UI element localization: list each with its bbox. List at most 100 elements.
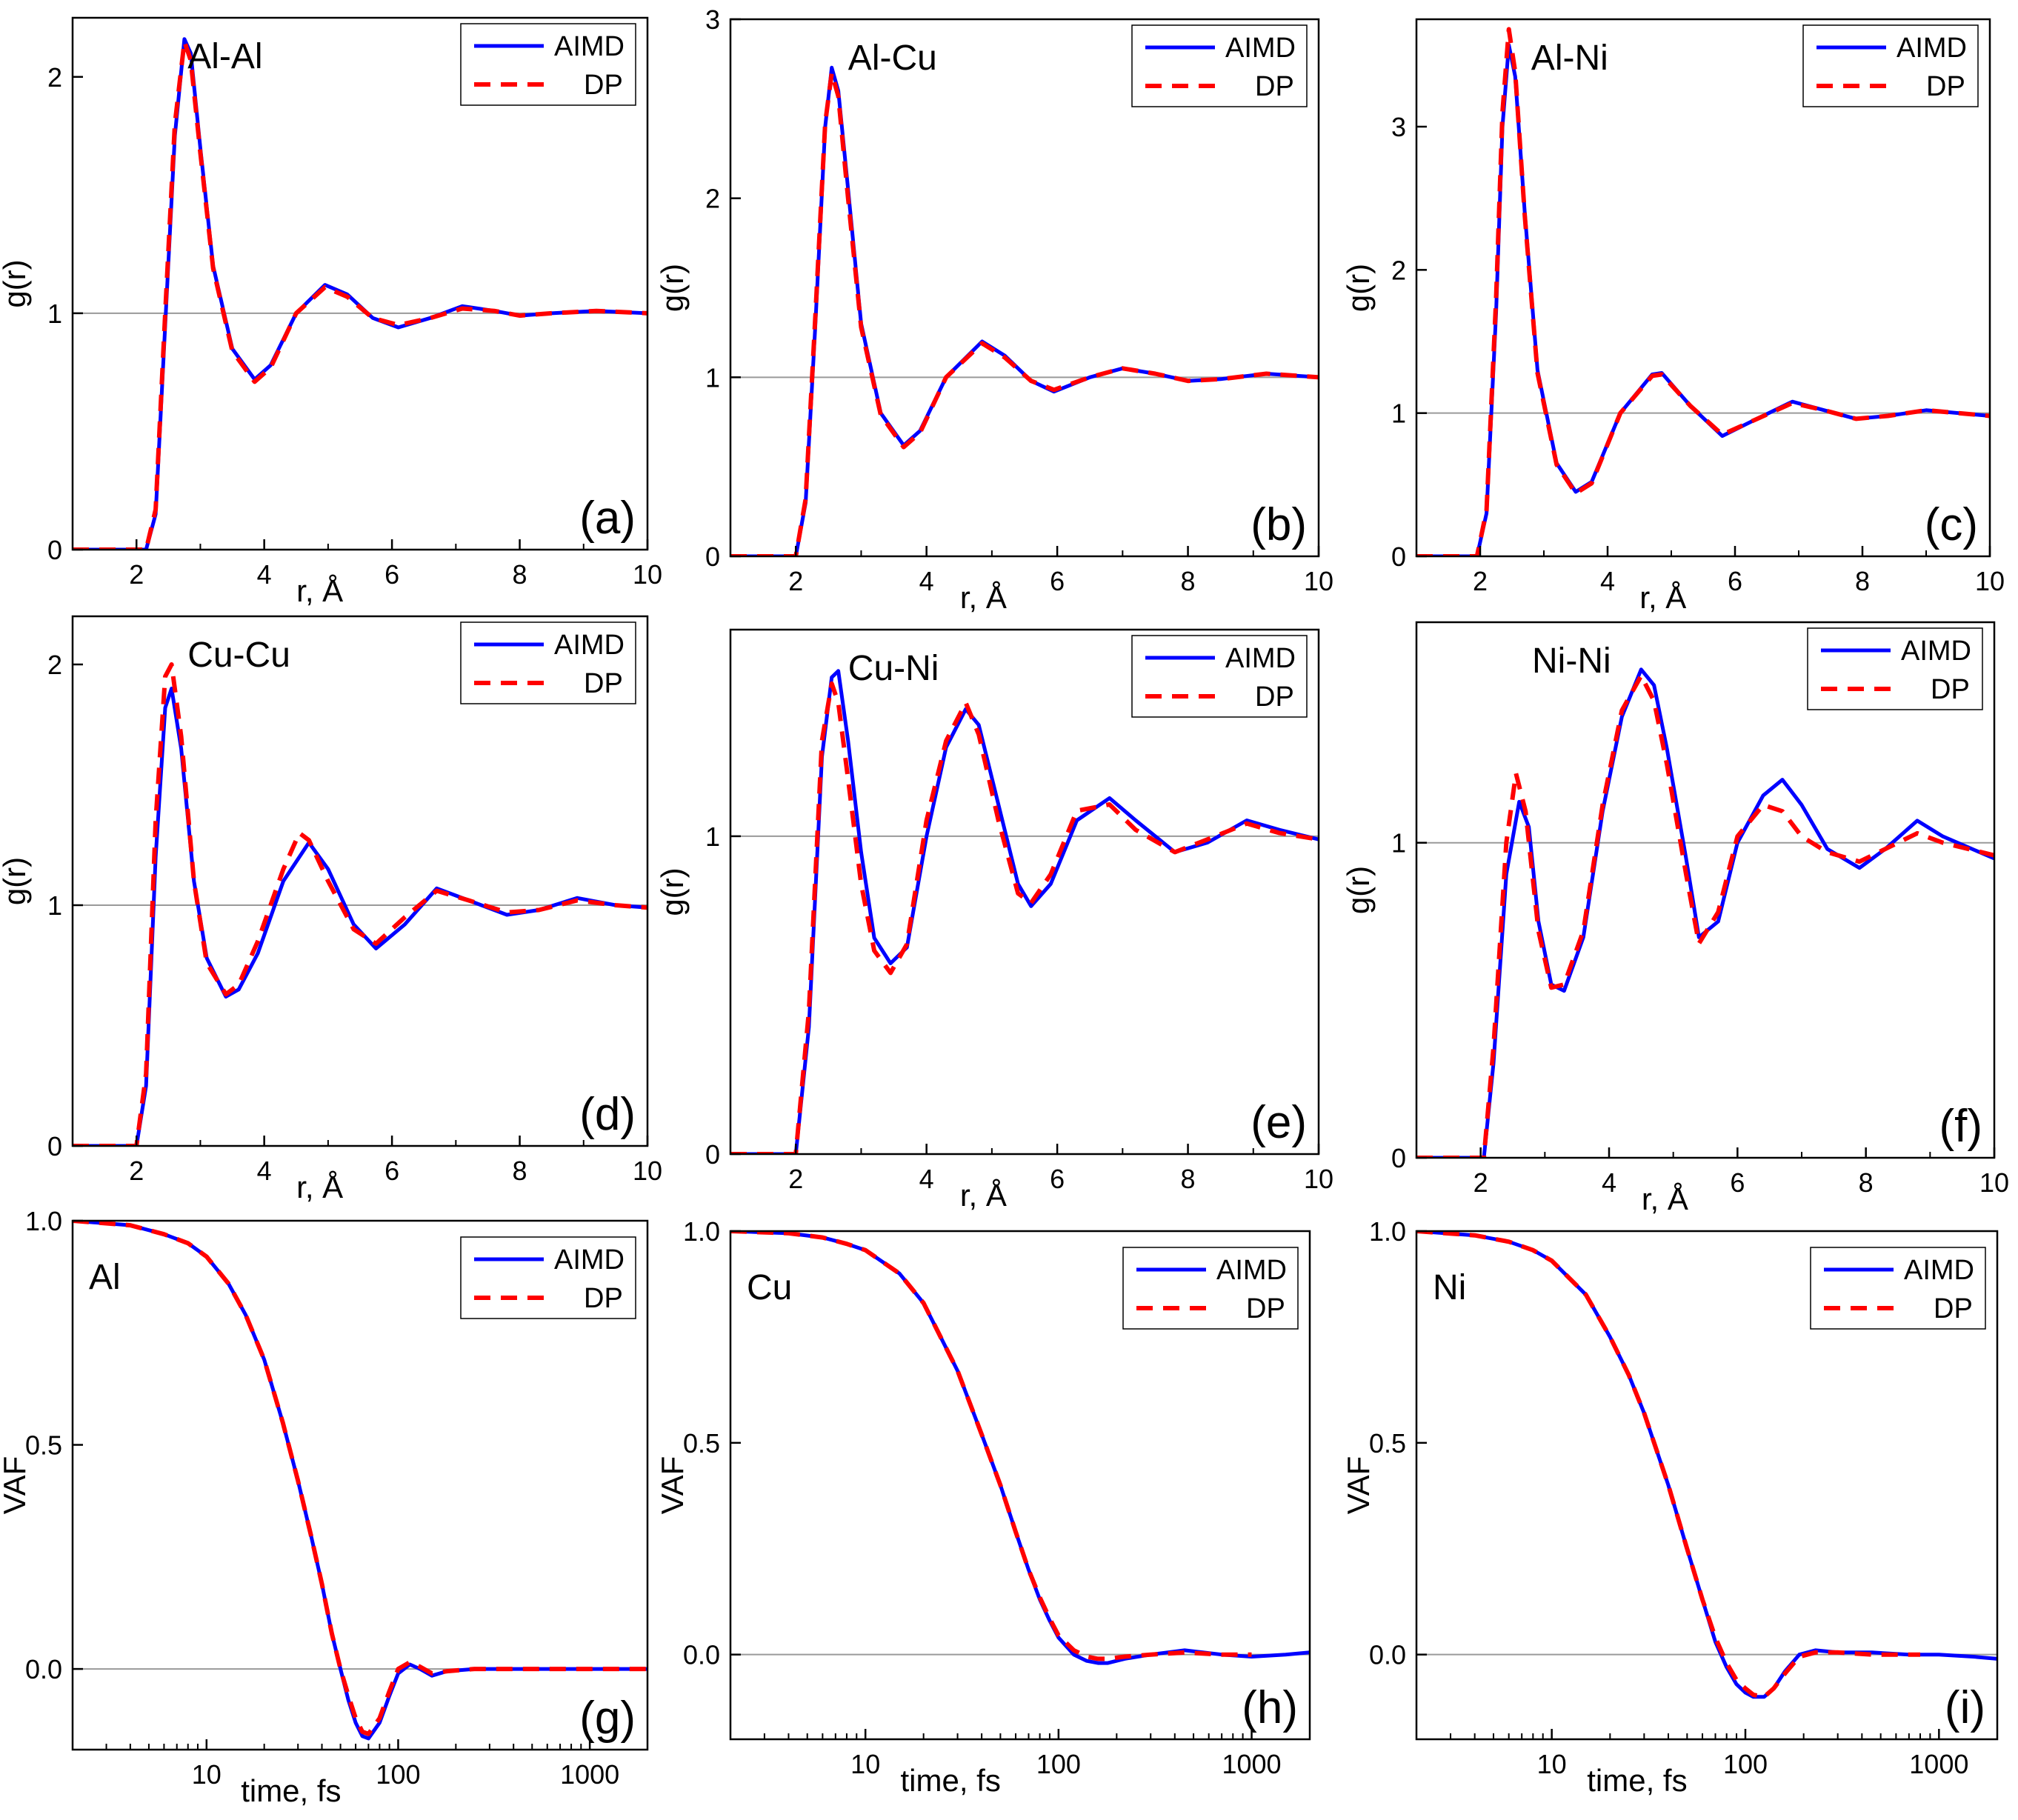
x-tick-label: 100 <box>376 1759 420 1790</box>
panel-a: 2 4 6 8 10 0 1 2 r, Å g(r) Al-Al (a) AIMD DP <box>0 16 662 608</box>
y-axis-label: VAF <box>1341 1456 1376 1515</box>
legend-label-dp: DP <box>1255 71 1294 102</box>
y-tick-label: 1 <box>1391 828 1406 859</box>
x-axis-label: r, Å <box>296 1170 343 1204</box>
plot-frame <box>1415 1230 1999 1741</box>
panel-b: 2 4 6 8 10 0 1 2 3 r, Å g(r) Al-Cu (b) AIMD DP <box>655 4 1333 615</box>
plot-frame <box>71 16 649 551</box>
x-tick-label: 2 <box>129 1156 144 1186</box>
y-tick-label: 0.5 <box>1369 1428 1406 1459</box>
y-tick-label: 1 <box>47 890 62 921</box>
x-tick-label: 6 <box>1728 566 1742 596</box>
x-tick-label: 6 <box>1050 566 1065 596</box>
legend-label-aimd: AIMD <box>1225 643 1296 674</box>
y-tick-label: 3 <box>705 4 720 35</box>
x-tick-label: 4 <box>1602 1167 1616 1198</box>
x-tick-label: 6 <box>1730 1167 1745 1198</box>
y-axis-label: g(r) <box>655 867 690 916</box>
panel-label: (h) <box>1242 1682 1298 1733</box>
series-dp-line <box>73 1221 647 1736</box>
y-tick-label: 2 <box>705 184 720 214</box>
panel-h: 10 100 1000 0.0 0.5 1.0 time, fs VAF Cu (h) AIMD DP <box>655 1216 1311 1798</box>
x-tick-label: 2 <box>1473 566 1488 596</box>
y-tick-label: 1 <box>705 362 720 393</box>
legend: AIMD DP <box>1802 24 1979 107</box>
panel-d: 2 4 6 8 10 0 1 2 r, Å g(r) Cu-Cu (d) AIMD DP <box>0 615 662 1204</box>
legend: AIMD DP <box>460 23 636 106</box>
panel-label: (i) <box>1945 1682 1985 1733</box>
panel-label: (d) <box>579 1089 636 1140</box>
legend: AIMD DP <box>460 1236 636 1319</box>
legend-label-dp: DP <box>1255 681 1294 713</box>
panel-i: 10 100 1000 0.0 0.5 1.0 time, fs VAF Ni (i) AIMD DP <box>1341 1216 1999 1798</box>
plot-title: Cu-Ni <box>848 649 939 688</box>
y-tick-label: 2 <box>47 62 62 93</box>
x-tick-label: 2 <box>788 1164 803 1194</box>
x-tick-label: 2 <box>1473 1167 1488 1198</box>
plot-frame <box>729 628 1320 1156</box>
x-tick-label: 10 <box>192 1759 222 1790</box>
panel-label: (f) <box>1939 1101 1982 1152</box>
y-axis-label: g(r) <box>1341 866 1376 914</box>
plot-title: Al-Cu <box>848 39 937 78</box>
legend-box <box>1810 1247 1986 1330</box>
panel-label: (e) <box>1251 1097 1307 1148</box>
x-tick-label: 1000 <box>1222 1749 1281 1779</box>
legend-box <box>1122 1247 1299 1330</box>
x-tick-label: 8 <box>1181 566 1196 596</box>
legend-box <box>1131 24 1308 107</box>
legend-box <box>1131 635 1308 718</box>
y-tick-label: 1.0 <box>25 1206 62 1236</box>
panel-label: (c) <box>1925 499 1978 550</box>
legend: AIMD DP <box>1807 627 1983 710</box>
legend-label-aimd: AIMD <box>554 1244 625 1276</box>
x-tick-label: 10 <box>1304 566 1333 596</box>
y-axis-label: g(r) <box>0 259 32 307</box>
x-tick-label: 10 <box>633 559 662 590</box>
legend-box <box>1802 24 1979 107</box>
legend-label-dp: DP <box>1934 1293 1973 1324</box>
series-dp-line <box>73 39 647 550</box>
x-tick-label: 6 <box>384 559 399 590</box>
y-tick-label: 0 <box>47 535 62 565</box>
x-tick-label: 4 <box>919 566 934 596</box>
x-axis-label: time, fs <box>241 1773 341 1808</box>
y-tick-label: 0 <box>1391 1143 1406 1173</box>
panel-e: 2 4 6 8 10 0 1 r, Å g(r) Cu-Ni (e) AIMD DP <box>655 628 1333 1213</box>
y-axis-label: g(r) <box>0 857 32 905</box>
x-tick-label: 1000 <box>560 1759 619 1790</box>
y-axis-label: VAF <box>0 1456 32 1515</box>
x-tick-label: 8 <box>1181 1164 1196 1194</box>
x-tick-label: 10 <box>633 1156 662 1186</box>
y-tick-label: 3 <box>1391 112 1406 142</box>
y-tick-label: 0.0 <box>25 1654 62 1684</box>
plot-title: Al <box>89 1258 121 1297</box>
x-tick-label: 8 <box>513 559 527 590</box>
y-tick-label: 0.0 <box>683 1640 720 1670</box>
x-tick-label: 4 <box>257 1156 272 1186</box>
y-tick-label: 0.0 <box>1369 1640 1406 1670</box>
y-tick-label: 0 <box>705 1139 720 1170</box>
x-tick-label: 4 <box>257 559 272 590</box>
legend-label-aimd: AIMD <box>1897 33 1967 64</box>
plot-title: Cu <box>747 1268 792 1307</box>
series-dp-line <box>73 662 647 1146</box>
x-tick-label: 2 <box>788 566 803 596</box>
legend-label-aimd: AIMD <box>554 31 625 62</box>
plot-title: Ni <box>1433 1268 1466 1307</box>
x-axis-label: r, Å <box>960 580 1007 615</box>
y-tick-label: 1.0 <box>1369 1216 1406 1247</box>
y-tick-label: 2 <box>1391 255 1406 285</box>
panel-label: (g) <box>579 1693 636 1744</box>
x-tick-label: 8 <box>513 1156 527 1186</box>
legend-box <box>1807 627 1983 710</box>
series-dp-line <box>730 681 1319 1154</box>
plot-frame <box>71 615 649 1147</box>
x-tick-label: 10 <box>1537 1749 1567 1779</box>
x-axis-label: r, Å <box>296 573 343 608</box>
series-dp-line <box>730 1231 1252 1661</box>
legend-label-aimd: AIMD <box>1216 1255 1287 1286</box>
legend-label-dp: DP <box>1931 674 1970 705</box>
legend: AIMD DP <box>1131 635 1308 718</box>
